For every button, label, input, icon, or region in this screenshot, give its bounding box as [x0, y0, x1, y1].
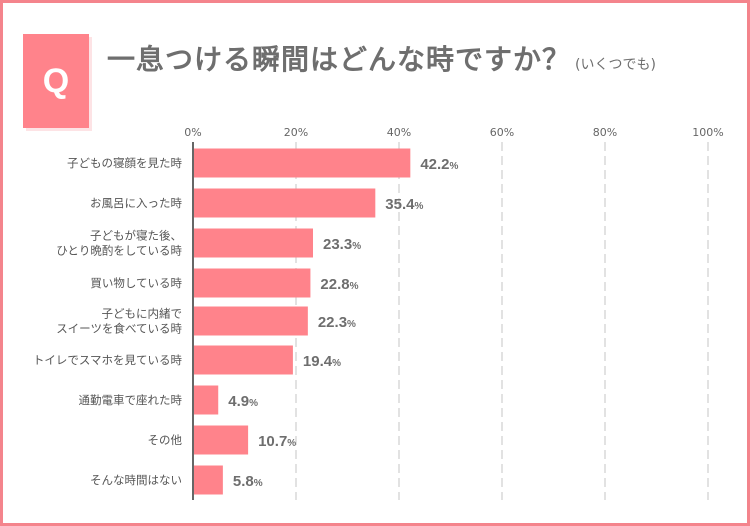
category-label: 買い物している時 — [90, 276, 182, 290]
category-label: その他 — [148, 433, 183, 447]
data-label: 4.9% — [228, 393, 258, 410]
tick-label: 100% — [692, 126, 723, 139]
category-label: 子どもが寝た後、 — [90, 229, 182, 243]
bar — [193, 148, 411, 178]
bar — [193, 306, 308, 336]
bar — [193, 228, 313, 258]
data-label-unit: % — [347, 319, 356, 330]
category-label: 子どもに内緒で — [102, 307, 183, 321]
bar — [193, 188, 376, 218]
tick-label: 60% — [490, 126, 514, 139]
title-note: (いくつでも) — [575, 57, 656, 73]
data-label: 5.8% — [233, 473, 263, 490]
data-label-unit: % — [249, 398, 258, 409]
data-label: 35.4% — [385, 196, 423, 213]
data-label: 23.3% — [323, 236, 361, 253]
data-label-unit: % — [332, 358, 341, 369]
data-label-unit: % — [415, 201, 424, 212]
category-label: トイレでスマホを見ている時 — [33, 353, 183, 367]
data-label: 19.4% — [303, 353, 341, 370]
q-badge: Q — [23, 34, 89, 128]
data-label-unit: % — [254, 478, 263, 489]
data-label: 10.7% — [258, 433, 296, 450]
bar — [193, 345, 293, 375]
chart-title: 一息つける瞬間はどんな時ですか？ (いくつでも) — [107, 38, 656, 78]
data-label-unit: % — [287, 438, 296, 449]
bar — [193, 425, 249, 455]
tick-label: 20% — [284, 126, 308, 139]
category-label: お風呂に入った時 — [90, 196, 182, 210]
data-label-unit: % — [352, 241, 361, 252]
bar — [193, 385, 219, 415]
data-label: 22.8% — [320, 276, 358, 293]
category-label: ひとり晩酌をしている時 — [56, 244, 182, 258]
title-text: 一息つける瞬間はどんな時ですか？ — [107, 43, 572, 76]
data-label: 22.3% — [318, 314, 356, 331]
tick-label: 80% — [593, 126, 617, 139]
category-label: そんな時間はない — [90, 473, 182, 487]
bar — [193, 268, 311, 298]
data-label-unit: % — [450, 161, 459, 172]
tick-label: 40% — [387, 126, 411, 139]
bar — [193, 465, 223, 495]
tick-label: 0% — [184, 126, 201, 139]
data-label-unit: % — [350, 281, 359, 292]
category-label: 子どもの寝顔を見た時 — [67, 156, 182, 170]
category-label: スイーツを食べている時 — [56, 322, 182, 336]
data-label: 42.2% — [420, 156, 458, 173]
category-label: 通勤電車で座れた時 — [79, 393, 183, 407]
